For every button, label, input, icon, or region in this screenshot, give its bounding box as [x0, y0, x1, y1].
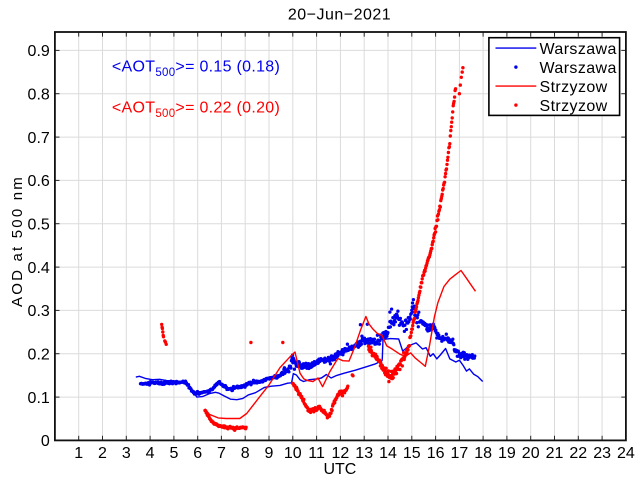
svg-text:16: 16: [427, 445, 445, 462]
svg-text:17: 17: [451, 445, 469, 462]
svg-text:20: 20: [522, 445, 540, 462]
svg-text:0.3: 0.3: [28, 303, 50, 320]
svg-text:0.5: 0.5: [28, 217, 50, 234]
svg-text:0.1: 0.1: [28, 390, 50, 407]
svg-text:9: 9: [265, 445, 274, 462]
svg-text:24: 24: [617, 445, 635, 462]
svg-text:14: 14: [379, 445, 397, 462]
svg-text:13: 13: [355, 445, 373, 462]
svg-text:20−Jun−2021: 20−Jun−2021: [288, 7, 391, 24]
svg-text:0.4: 0.4: [28, 260, 50, 277]
svg-text:10: 10: [284, 445, 302, 462]
svg-text:Strzyzow: Strzyzow: [540, 98, 608, 115]
svg-text:UTC: UTC: [323, 461, 356, 478]
svg-text:21: 21: [546, 445, 564, 462]
svg-text:Warszawa: Warszawa: [540, 60, 617, 77]
svg-text:12: 12: [332, 445, 350, 462]
svg-text:Warszawa: Warszawa: [540, 41, 617, 58]
svg-text:22: 22: [569, 445, 587, 462]
svg-text:<AOT500>= 0.22 (0.20): <AOT500>= 0.22 (0.20): [112, 100, 280, 121]
svg-text:23: 23: [593, 445, 611, 462]
svg-text:0.8: 0.8: [28, 87, 50, 104]
svg-text:18: 18: [474, 445, 492, 462]
svg-text:2: 2: [98, 445, 107, 462]
svg-text:4: 4: [146, 445, 155, 462]
svg-text:11: 11: [308, 445, 325, 462]
svg-text:0.2: 0.2: [28, 347, 50, 364]
svg-text:Strzyzow: Strzyzow: [540, 79, 608, 96]
svg-text:0.6: 0.6: [28, 173, 50, 190]
svg-text:0.7: 0.7: [28, 130, 50, 147]
svg-text:3: 3: [122, 445, 131, 462]
svg-text:5: 5: [169, 445, 178, 462]
svg-text:AOD at 500 nm: AOD at 500 nm: [9, 175, 26, 307]
svg-text:1: 1: [74, 445, 83, 462]
svg-text:15: 15: [403, 445, 421, 462]
svg-text:6: 6: [193, 445, 202, 462]
svg-text:<AOT500>= 0.15 (0.18): <AOT500>= 0.15 (0.18): [112, 58, 280, 79]
svg-text:8: 8: [241, 445, 250, 462]
svg-text:19: 19: [498, 445, 516, 462]
svg-text:0: 0: [41, 433, 50, 450]
svg-text:7: 7: [217, 445, 226, 462]
svg-text:0.9: 0.9: [28, 43, 50, 60]
